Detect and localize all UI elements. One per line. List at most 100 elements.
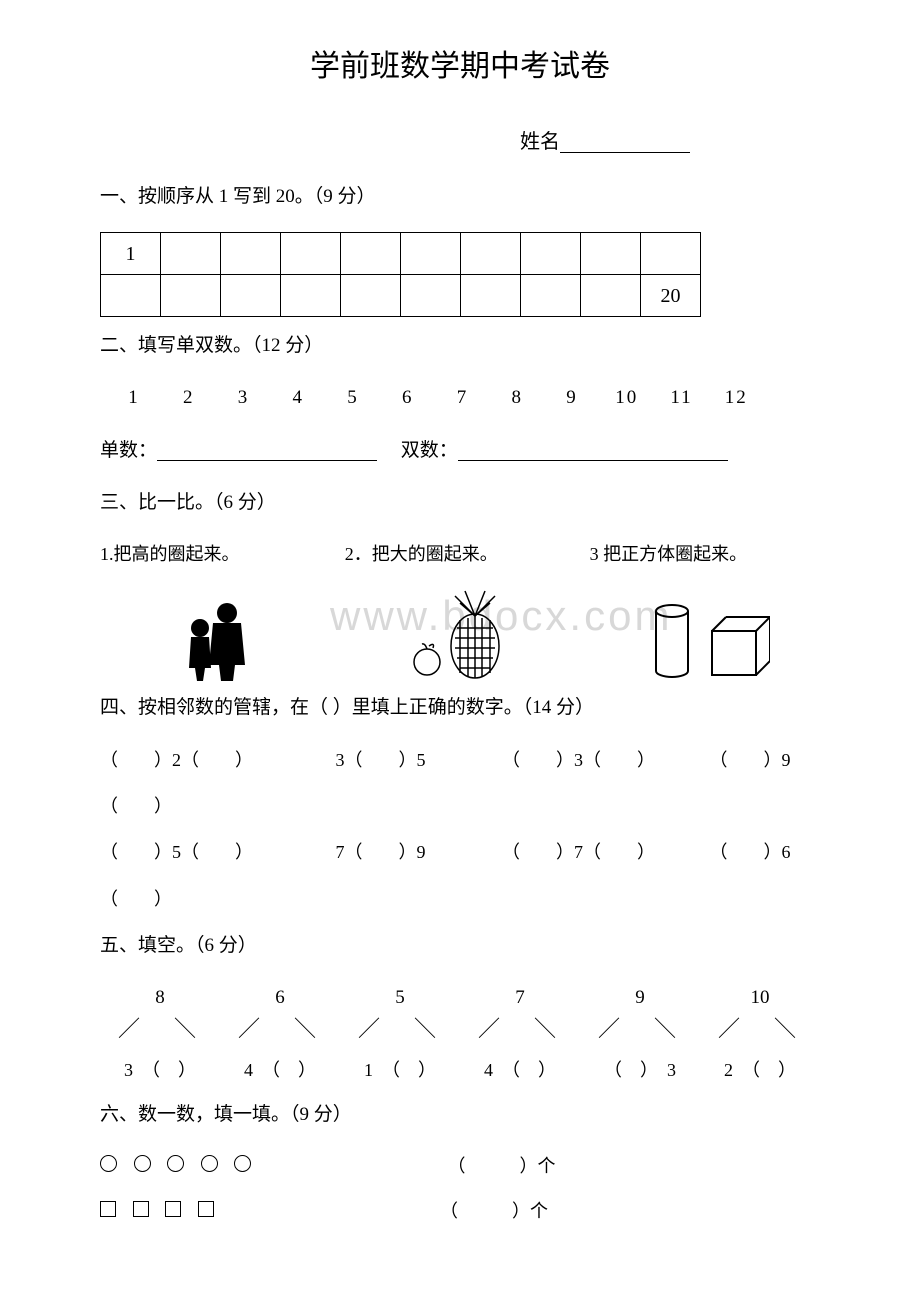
q1-cell[interactable] (401, 233, 461, 275)
split-bottom[interactable]: 2 （ ） (705, 1054, 815, 1086)
q2-num: 12 (712, 381, 760, 415)
q3-item1: 1.把高的圈起来。 (100, 538, 330, 570)
split-branch: ／ ＼ (465, 1017, 575, 1041)
q1-cell[interactable] (281, 275, 341, 317)
split-top: 9 (585, 981, 695, 1015)
q4-row2: （ ）5（ ） 7（ ）9 （ ）7（ ） （ ）6 (100, 836, 820, 868)
name-field-row: 姓名 (390, 124, 820, 160)
q3-images (100, 578, 820, 683)
q4-item[interactable]: 7（ ）9 (336, 836, 426, 868)
q4-row1: （ ）2（ ） 3（ ）5 （ ）3（ ） （ ）9 (100, 744, 820, 776)
q2-num: 10 (603, 381, 651, 415)
even-blank[interactable] (458, 441, 728, 461)
q1-cell[interactable] (281, 233, 341, 275)
even-label: 双数： (401, 440, 458, 461)
split-top: 6 (225, 981, 335, 1015)
q2-num: 1 (110, 381, 158, 415)
q3-labels: 1.把高的圈起来。 2．把大的圈起来。 3 把正方体圈起来。 (100, 538, 820, 570)
q4-heading: 四、按相邻数的管辖，在（ ）里填上正确的数字。（14 分） (100, 691, 820, 725)
split-bottom[interactable]: 4 （ ） (225, 1054, 335, 1086)
q1-cell-last: 20 (641, 275, 701, 317)
split-branch: ／ ＼ (105, 1017, 215, 1041)
circle-icon (100, 1155, 117, 1172)
q1-cell[interactable] (221, 233, 281, 275)
q1-cell[interactable] (461, 275, 521, 317)
q1-cell[interactable] (341, 233, 401, 275)
split-bottom[interactable]: 1 （ ） (345, 1054, 455, 1086)
fruit-icon (345, 588, 575, 683)
name-blank[interactable] (560, 133, 690, 153)
q1-cell[interactable] (161, 233, 221, 275)
split-item: 5 ／ ＼ (345, 981, 455, 1041)
q3-item2: 2．把大的圈起来。 (345, 538, 575, 570)
people-icon (100, 588, 330, 683)
circle-icon (234, 1155, 251, 1172)
q3-item3: 3 把正方体圈起来。 (590, 538, 820, 570)
q1-cell-first: 1 (101, 233, 161, 275)
q1-table: 1 20 (100, 232, 701, 317)
q2-num: 6 (384, 381, 432, 415)
q2-numbers: 1 2 3 4 5 6 7 8 9 10 11 12 (110, 381, 820, 415)
q4-row1b[interactable]: （ ） (100, 790, 820, 822)
q4-item[interactable]: 3（ ）5 (336, 744, 426, 776)
q1-cell[interactable] (101, 275, 161, 317)
q1-cell[interactable] (461, 233, 521, 275)
q5-heading: 五、填空。（6 分） (100, 929, 820, 963)
square-icon (133, 1201, 149, 1217)
q1-cell[interactable] (581, 275, 641, 317)
circle-count[interactable]: （ ）个 (448, 1150, 556, 1182)
q4-row2b[interactable]: （ ） (100, 883, 820, 915)
split-item: 8 ／ ＼ (105, 981, 215, 1041)
q4-item[interactable]: （ ）7（ ） (502, 836, 655, 868)
split-top: 5 (345, 981, 455, 1015)
circle-icon (167, 1155, 184, 1172)
q5-row: 8 ／ ＼ 6 ／ ＼ 5 ／ ＼ 7 ／ ＼ 9 ／ ＼ 10 ／ ＼ (100, 981, 820, 1041)
split-branch: ／ ＼ (225, 1017, 335, 1041)
q4-item[interactable]: （ ）2（ ） (100, 744, 253, 776)
q1-cell[interactable] (521, 233, 581, 275)
split-branch: ／ ＼ (585, 1017, 695, 1041)
q4-item[interactable]: （ ）9 (710, 744, 791, 776)
q2-num: 5 (329, 381, 377, 415)
q2-num: 4 (274, 381, 322, 415)
circle-icon (201, 1155, 218, 1172)
q4-item[interactable]: （ ）3（ ） (502, 744, 655, 776)
odd-blank[interactable] (157, 441, 377, 461)
square-count[interactable]: （ ）个 (440, 1195, 548, 1227)
page-title: 学前班数学期中考试卷 (100, 40, 820, 94)
q1-cell[interactable] (341, 275, 401, 317)
table-row: 20 (101, 275, 701, 317)
q6-heading: 六、数一数，填一填。（9 分） (100, 1098, 820, 1132)
q1-cell[interactable] (401, 275, 461, 317)
q1-cell[interactable] (521, 275, 581, 317)
q1-cell[interactable] (641, 233, 701, 275)
square-icon (100, 1201, 116, 1217)
circle-icon (134, 1155, 151, 1172)
split-item: 9 ／ ＼ (585, 981, 695, 1041)
q2-num: 8 (493, 381, 541, 415)
q5-bottom-row: 3 （ ） 4 （ ） 1 （ ） 4 （ ） （ ） 3 2 （ ） (100, 1054, 820, 1086)
q6-circles-row: （ ）个 (100, 1150, 820, 1182)
q6-squares-row: （ ）个 (100, 1195, 820, 1227)
q1-cell[interactable] (161, 275, 221, 317)
square-icon (165, 1201, 181, 1217)
split-top: 10 (705, 981, 815, 1015)
q1-cell[interactable] (581, 233, 641, 275)
split-item: 10 ／ ＼ (705, 981, 815, 1041)
square-icon (198, 1201, 214, 1217)
q2-num: 11 (658, 381, 706, 415)
split-bottom[interactable]: 4 （ ） (465, 1054, 575, 1086)
q2-num: 3 (220, 381, 268, 415)
shapes-icon (590, 588, 820, 683)
split-bottom[interactable]: （ ） 3 (585, 1054, 695, 1086)
split-item: 6 ／ ＼ (225, 981, 335, 1041)
q1-cell[interactable] (221, 275, 281, 317)
q2-odd-even: 单数： 双数： (100, 434, 820, 468)
q4-item[interactable]: （ ）6 (710, 836, 791, 868)
q2-num: 7 (439, 381, 487, 415)
q4-item[interactable]: （ ）5（ ） (100, 836, 253, 868)
split-bottom[interactable]: 3 （ ） (105, 1054, 215, 1086)
name-label: 姓名 (520, 131, 560, 153)
q2-heading: 二、填写单双数。（12 分） (100, 329, 820, 363)
q1-heading: 一、按顺序从 1 写到 20。（9 分） (100, 180, 820, 214)
